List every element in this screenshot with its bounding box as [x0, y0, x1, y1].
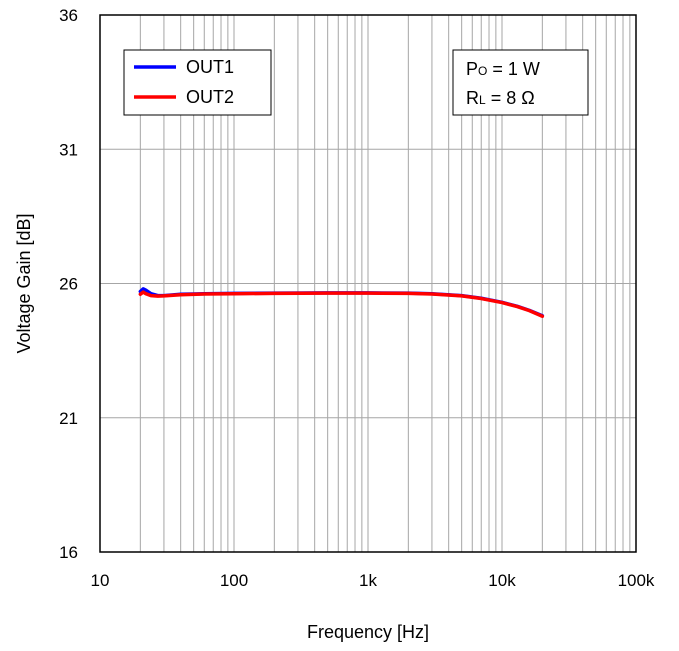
x-tick-label: 100 [220, 571, 248, 590]
legend-box [123, 49, 272, 116]
series-line-out2 [138, 290, 545, 319]
x-tick-label: 10k [488, 571, 516, 590]
legend-label-out1: OUT1 [186, 57, 234, 77]
x-tick-labels: 10 100 1k 10k 100k [91, 571, 655, 590]
legend: OUT1 OUT2 [123, 49, 272, 116]
y-tick-label: 21 [59, 409, 78, 428]
y-tick-labels: 16 21 26 31 36 [59, 6, 78, 562]
x-tick-label: 100k [618, 571, 655, 590]
y-tick-label: 26 [59, 275, 78, 294]
load-resistance-note: RL = 8 Ω [466, 88, 535, 108]
y-tick-label: 31 [59, 140, 78, 159]
conditions-box [452, 49, 589, 116]
y-tick-label: 36 [59, 6, 78, 25]
series-group [138, 287, 545, 319]
y-tick-label: 16 [59, 543, 78, 562]
x-axis-title: Frequency [Hz] [307, 622, 429, 642]
conditions-note: PO = 1 W RL = 8 Ω [452, 49, 589, 116]
y-axis-title: Voltage Gain [dB] [14, 213, 34, 353]
output-power-note: PO = 1 W [466, 59, 540, 79]
plot-frame [99, 14, 637, 553]
legend-label-out2: OUT2 [186, 87, 234, 107]
x-tick-label: 10 [91, 571, 110, 590]
x-tick-label: 1k [359, 571, 377, 590]
